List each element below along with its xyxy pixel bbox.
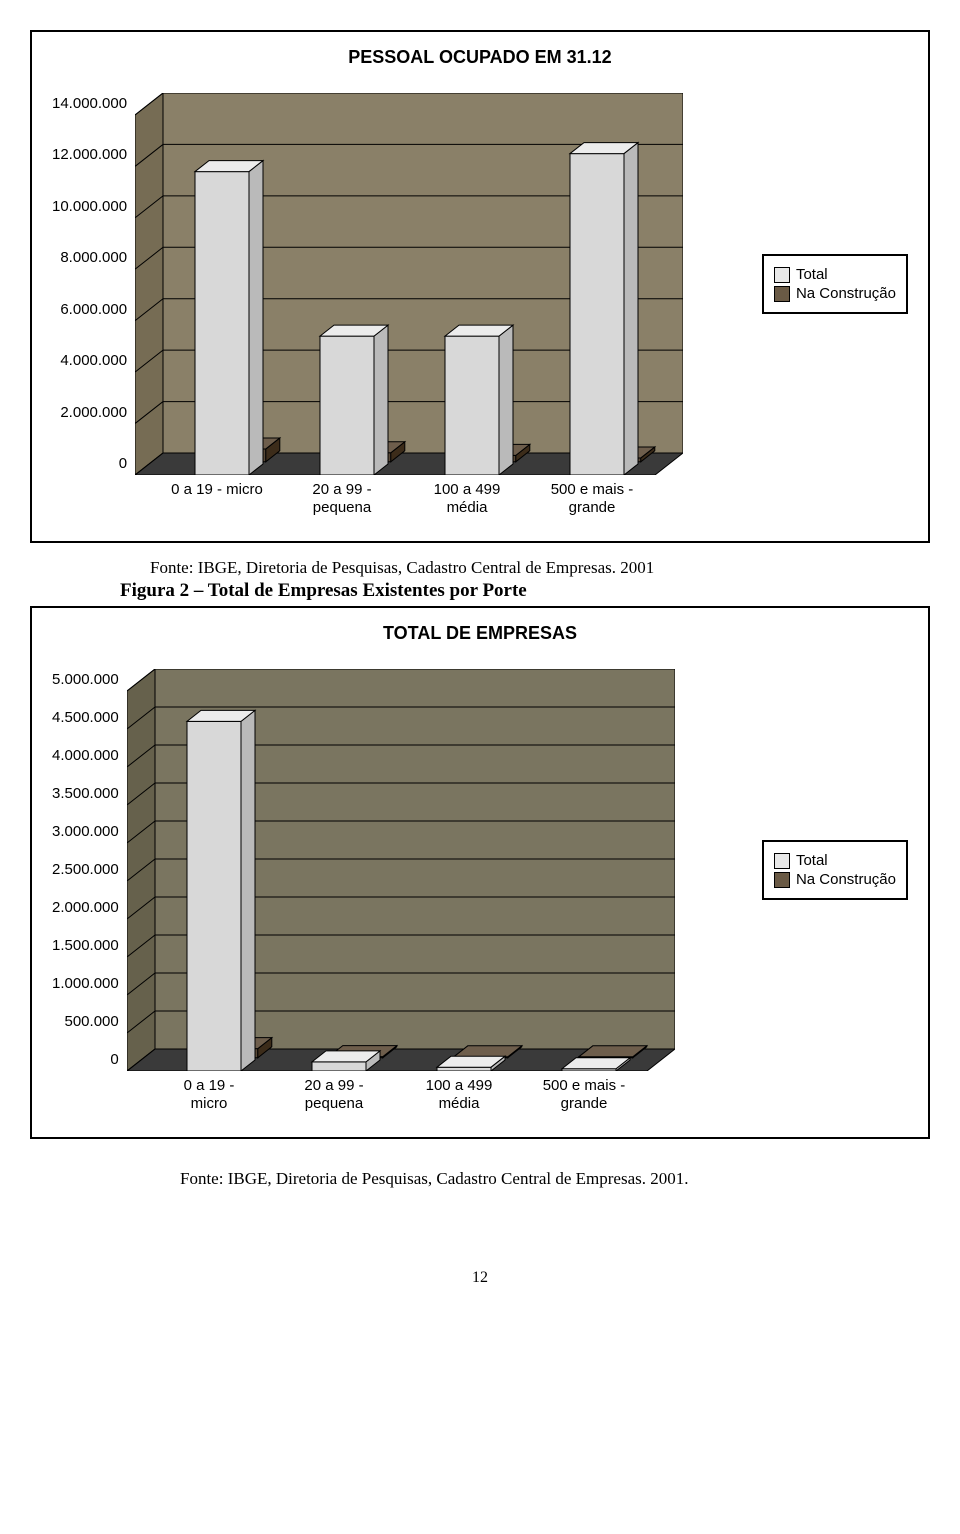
x-axis-label: 500 e mais -grande	[532, 481, 652, 517]
chart-1-legend: Total Na Construção	[762, 254, 908, 314]
legend-item: Na Construção	[774, 871, 896, 888]
legend-item: Total	[774, 852, 896, 869]
chart-2-ylabels: 5.000.0004.500.0004.000.0003.500.0003.00…	[52, 680, 119, 1060]
chart-1-ylabels: 14.000.00012.000.00010.000.0008.000.0006…	[52, 104, 127, 464]
legend-label: Na Construção	[796, 285, 896, 302]
x-axis-label: 0 a 19 -micro	[149, 1077, 269, 1113]
legend-swatch	[774, 872, 790, 888]
chart-1-plot	[135, 93, 742, 475]
legend-label: Total	[796, 852, 828, 869]
legend-item: Na Construção	[774, 285, 896, 302]
legend-swatch	[774, 267, 790, 283]
chart-1-row: 14.000.00012.000.00010.000.0008.000.0006…	[52, 93, 908, 475]
x-axis-label: 100 a 499média	[407, 481, 527, 517]
figure-caption: Figura 2 – Total de Empresas Existentes …	[120, 580, 930, 602]
chart-1-frame: PESSOAL OCUPADO EM 31.12 14.000.00012.00…	[30, 30, 930, 543]
chart-2-row: 5.000.0004.500.0004.000.0003.500.0003.00…	[52, 669, 908, 1071]
x-axis-label: 20 a 99 -pequena	[282, 481, 402, 517]
chart-1-title: PESSOAL OCUPADO EM 31.12	[52, 47, 908, 68]
chart-2-title: TOTAL DE EMPRESAS	[52, 623, 908, 644]
legend-swatch	[774, 853, 790, 869]
x-axis-label: 0 a 19 - micro	[157, 481, 277, 499]
legend-label: Na Construção	[796, 871, 896, 888]
legend-swatch	[774, 286, 790, 302]
source-1: Fonte: IBGE, Diretoria de Pesquisas, Cad…	[150, 558, 930, 578]
chart-2-xlabels: 0 a 19 -micro20 a 99 -pequena100 a 499mé…	[119, 1077, 667, 1117]
source-2: Fonte: IBGE, Diretoria de Pesquisas, Cad…	[180, 1169, 930, 1189]
chart-2-plot	[127, 669, 742, 1071]
chart-1-xlabels: 0 a 19 - micro 20 a 99 -pequena100 a 499m…	[127, 481, 675, 521]
chart-2-frame: TOTAL DE EMPRESAS 5.000.0004.500.0004.00…	[30, 606, 930, 1139]
legend-label: Total	[796, 266, 828, 283]
x-axis-label: 500 e mais -grande	[524, 1077, 644, 1113]
x-axis-label: 20 a 99 -pequena	[274, 1077, 394, 1113]
x-axis-label: 100 a 499média	[399, 1077, 519, 1113]
page-number: 12	[30, 1269, 930, 1287]
legend-item: Total	[774, 266, 896, 283]
chart-2-legend: Total Na Construção	[762, 840, 908, 900]
